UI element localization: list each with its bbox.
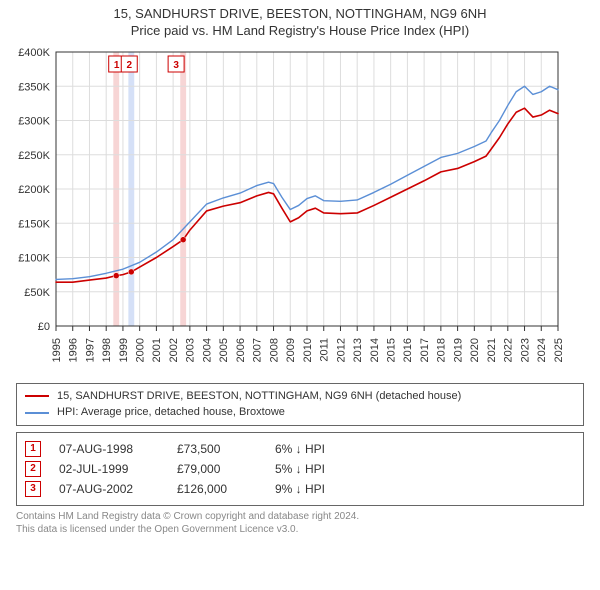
x-tick-label: 2011 [319,338,331,362]
x-tick-label: 1999 [118,338,130,362]
legend-swatch [25,412,49,414]
x-tick-label: 2009 [285,338,297,362]
y-tick-label: £200K [18,184,50,196]
x-tick-label: 2006 [235,338,247,362]
y-tick-label: £350K [18,81,50,93]
title-line-2: Price paid vs. HM Land Registry's House … [0,23,600,40]
transaction-delta: 9% ↓ HPI [275,482,365,496]
legend-label: HPI: Average price, detached house, Brox… [57,404,285,421]
x-tick-label: 2007 [252,338,264,362]
x-tick-label: 2003 [185,338,197,362]
x-tick-label: 2014 [369,338,381,362]
x-tick-label: 2000 [135,338,147,362]
x-tick-label: 2015 [386,338,398,362]
x-tick-label: 2001 [151,338,163,362]
x-tick-label: 2017 [419,338,431,362]
sale-point [180,236,186,242]
x-tick-label: 2002 [168,338,180,362]
transaction-delta: 5% ↓ HPI [275,462,365,476]
y-tick-label: £250K [18,150,50,162]
x-tick-label: 2013 [352,338,364,362]
footer-line-1: Contains HM Land Registry data © Crown c… [16,510,584,523]
footer-attribution: Contains HM Land Registry data © Crown c… [16,510,584,536]
transaction-delta: 6% ↓ HPI [275,442,365,456]
transactions-table: 1 07-AUG-1998 £73,500 6% ↓ HPI 2 02-JUL-1999 £… [16,432,584,506]
x-tick-label: 2023 [519,338,531,362]
x-tick-label: 2010 [302,338,314,362]
x-tick-label: 1998 [101,338,113,362]
y-tick-label: £300K [18,115,50,127]
transaction-marker: 3 [25,481,41,497]
x-tick-label: 1995 [51,338,63,362]
transaction-date: 07-AUG-1998 [59,442,159,456]
y-tick-label: £50K [24,287,50,299]
legend: 15, SANDHURST DRIVE, BEESTON, NOTTINGHAM… [16,383,584,426]
transaction-date: 07-AUG-2002 [59,482,159,496]
marker-box-label: 3 [173,60,179,71]
y-tick-label: £100K [18,252,50,264]
title-line-1: 15, SANDHURST DRIVE, BEESTON, NOTTINGHAM… [0,6,600,23]
transaction-marker: 2 [25,461,41,477]
x-tick-label: 1996 [68,338,80,362]
x-tick-label: 2024 [536,338,548,362]
legend-swatch [25,395,49,397]
transaction-row: 1 07-AUG-1998 £73,500 6% ↓ HPI [25,439,575,459]
x-tick-label: 2016 [402,338,414,362]
transaction-price: £79,000 [177,462,257,476]
chart-title-block: 15, SANDHURST DRIVE, BEESTON, NOTTINGHAM… [0,0,600,40]
y-tick-label: £400K [18,47,50,59]
sale-point [128,269,134,275]
price-chart: £0 £50K £100K £150K £200K £250K £300K £350K £400… [6,46,594,379]
x-tick-label: 2012 [335,338,347,362]
x-tick-label: 2005 [218,338,230,362]
transaction-row: 3 07-AUG-2002 £126,000 9% ↓ HPI [25,479,575,499]
legend-row: HPI: Average price, detached house, Brox… [25,404,575,421]
x-tick-label: 2020 [469,338,481,362]
footer-line-2: This data is licensed under the Open Gov… [16,523,584,536]
marker-box-label: 2 [126,60,132,71]
x-tick-label: 2019 [452,338,464,362]
transaction-row: 2 02-JUL-1999 £79,000 5% ↓ HPI [25,459,575,479]
x-tick-label: 2022 [503,338,515,362]
marker-box-label: 1 [114,60,120,71]
y-tick-label: £150K [18,218,50,230]
y-tick-label: £0 [38,321,50,333]
transaction-date: 02-JUL-1999 [59,462,159,476]
legend-row: 15, SANDHURST DRIVE, BEESTON, NOTTINGHAM… [25,388,575,405]
sale-point [113,272,119,278]
x-tick-label: 2018 [436,338,448,362]
x-tick-label: 2008 [268,338,280,362]
legend-label: 15, SANDHURST DRIVE, BEESTON, NOTTINGHAM… [57,388,461,405]
transaction-price: £126,000 [177,482,257,496]
x-tick-label: 1997 [84,338,96,362]
x-tick-label: 2025 [553,338,565,362]
transaction-marker: 1 [25,441,41,457]
x-tick-label: 2004 [201,338,213,362]
x-tick-label: 2021 [486,338,498,362]
transaction-price: £73,500 [177,442,257,456]
